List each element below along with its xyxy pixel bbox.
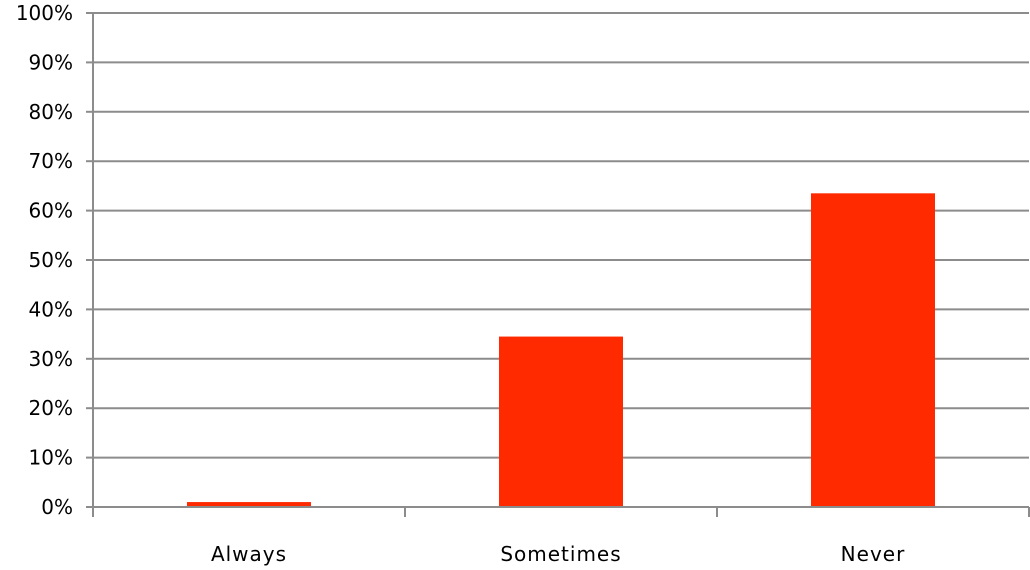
bar-sometimes [499,336,623,507]
y-tick-label: 80% [29,100,73,124]
y-tick-label: 90% [29,50,73,74]
y-tick-label: 40% [29,297,73,321]
x-category-label: Never [841,542,906,566]
y-tick-label: 10% [29,446,73,470]
x-category-label: Always [211,542,287,566]
y-axis-ticks: 0% 10% 20% 30% 40% 50% 60% 70% 80% 90% 100% [16,1,94,519]
y-tick-label: 20% [29,396,73,420]
bar-always [187,502,311,507]
y-tick-label: 50% [29,248,73,272]
x-axis [92,506,1030,517]
y-tick-label: 70% [29,149,73,173]
x-axis-labels: Always Sometimes Never [211,542,906,566]
x-category-label: Sometimes [500,542,621,566]
y-tick-label: 100% [16,1,73,25]
bar-never [811,193,935,507]
bars [187,193,935,507]
y-tick-label: 0% [41,495,73,519]
y-tick-label: 30% [29,347,73,371]
gridlines [93,12,1029,508]
y-tick-label: 60% [29,199,73,223]
